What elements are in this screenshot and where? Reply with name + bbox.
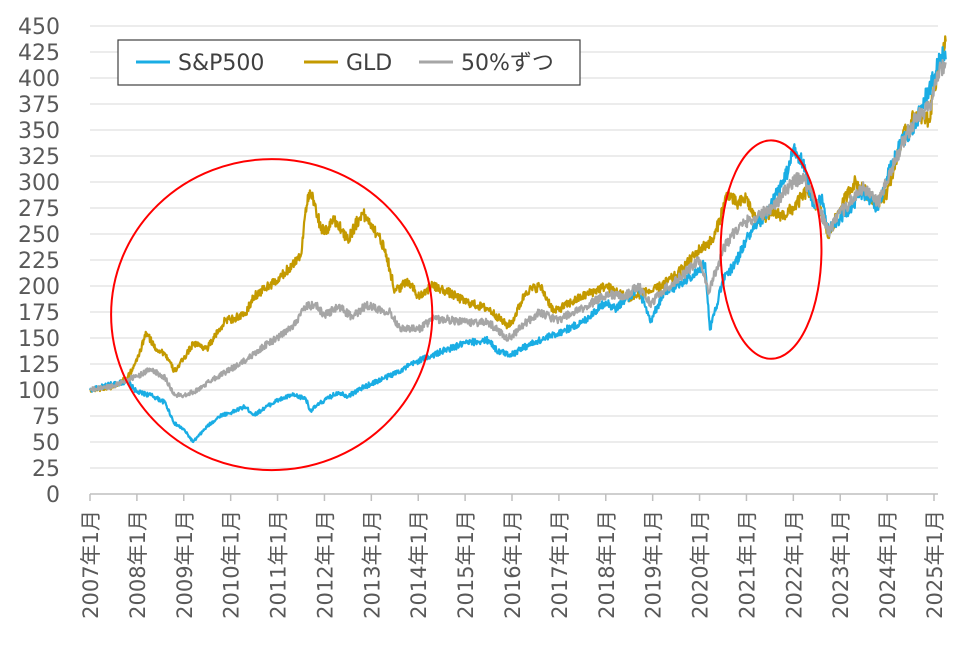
y-tick-label: 450: [18, 15, 60, 40]
y-tick-label: 25: [32, 457, 60, 482]
x-tick-label: 2009年1月: [173, 510, 197, 619]
y-tick-label: 300: [18, 171, 60, 196]
series-line-gld: [89, 35, 947, 393]
y-tick-label: 200: [18, 275, 60, 300]
annotation-ellipse-2: [719, 139, 823, 360]
x-tick-label: 2012年1月: [313, 510, 337, 619]
x-tick-label: 2007年1月: [79, 510, 103, 619]
legend-label-gld: GLD: [346, 51, 392, 76]
x-tick-label: 2018年1月: [595, 510, 619, 619]
legend: S&P500 GLD 50%ずつ: [117, 39, 581, 86]
x-tick-label: 2008年1月: [126, 510, 150, 619]
y-tick-label: 400: [18, 67, 60, 92]
x-tick-label: 2021年1月: [735, 510, 759, 619]
x-tick-label: 2014年1月: [407, 510, 431, 619]
x-tick-label: 2011年1月: [267, 510, 291, 619]
y-tick-label: 350: [18, 119, 60, 144]
y-tick-label: 100: [18, 379, 60, 404]
x-tick-label: 2020年1月: [689, 510, 713, 619]
y-tick-label: 0: [46, 483, 60, 508]
legend-label-half-half: 50%ずつ: [461, 51, 554, 76]
x-axis: 2007年1月 2008年1月 2009年1月 2010年1月 2011年1月 2012年…: [79, 493, 947, 619]
x-tick-label: 2013年1月: [360, 510, 384, 619]
legend-box: [117, 39, 581, 86]
series-line-sp500: [88, 46, 947, 444]
x-tick-label: 2025年1月: [923, 510, 947, 619]
y-tick-label: 275: [18, 197, 60, 222]
x-tick-label: 2010年1月: [220, 510, 244, 619]
y-tick-label: 125: [18, 353, 60, 378]
legend-label-sp500: S&P500: [178, 51, 264, 76]
x-tick-label: 2022年1月: [782, 510, 806, 619]
y-tick-label: 375: [18, 93, 60, 118]
x-tick-label: 2016年1月: [501, 510, 525, 619]
y-tick-label: 75: [32, 405, 60, 430]
y-tick-label: 425: [18, 41, 60, 66]
annotation-circles: [110, 139, 823, 472]
y-axis-tick-labels: 0255075100125150175200225250275300325350…: [18, 15, 60, 508]
y-tick-label: 250: [18, 223, 60, 248]
x-tick-label: 2015年1月: [454, 510, 478, 619]
y-tick-label: 50: [32, 431, 60, 456]
series-lines: [88, 35, 947, 444]
series-line-half-half: [89, 59, 947, 399]
annotation-ellipse-1: [110, 158, 434, 472]
y-tick-label: 225: [18, 249, 60, 274]
y-tick-label: 150: [18, 327, 60, 352]
y-tick-label: 325: [18, 145, 60, 170]
y-tick-label: 175: [18, 301, 60, 326]
x-tick-label: 2024年1月: [876, 510, 900, 619]
x-tick-label: 2023年1月: [829, 510, 853, 619]
x-tick-label: 2019年1月: [642, 510, 666, 619]
x-tick-label: 2017年1月: [548, 510, 572, 619]
